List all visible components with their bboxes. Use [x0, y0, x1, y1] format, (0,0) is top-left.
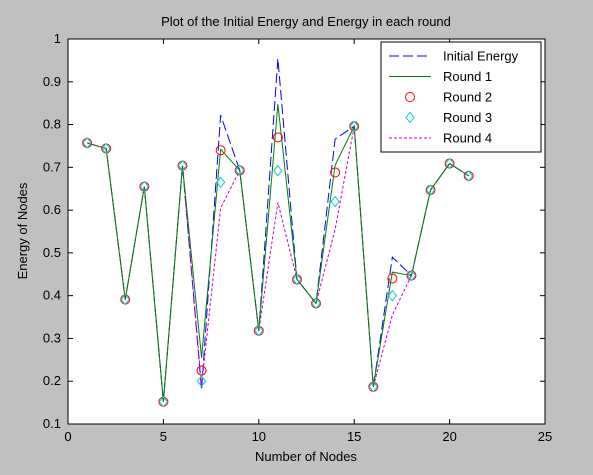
- x-tick-label: 20: [442, 429, 456, 444]
- legend-swatch: [405, 92, 415, 102]
- data-point: [215, 176, 226, 189]
- data-point: [273, 164, 283, 177]
- y-tick-label: 0.8: [43, 117, 61, 132]
- data-point: [444, 157, 455, 170]
- y-tick-label: 0.1: [43, 416, 61, 431]
- legend-swatch: [405, 111, 415, 124]
- series-3: [82, 120, 474, 408]
- y-tick-label: 0.6: [43, 202, 61, 217]
- data-point: [368, 380, 378, 393]
- legend-label: Round 2: [443, 90, 492, 105]
- y-tick-label: 0.5: [43, 245, 61, 260]
- y-tick-label: 0.3: [43, 330, 61, 345]
- data-point: [82, 137, 92, 149]
- y-tick-label: 0.4: [43, 288, 61, 303]
- y-axis-label: Energy of Nodes: [15, 182, 30, 279]
- data-point: [292, 273, 302, 286]
- data-point: [330, 167, 341, 178]
- legend-label: Initial Energy: [443, 49, 519, 64]
- series-line: [86, 126, 469, 402]
- x-tick-label: 15: [347, 429, 361, 444]
- data-point: [101, 142, 111, 155]
- data-point: [120, 293, 130, 306]
- legend-label: Round 3: [443, 110, 492, 125]
- series-1: [86, 103, 469, 402]
- x-tick-label: 5: [160, 429, 167, 444]
- data-point: [196, 375, 207, 388]
- data-point: [177, 159, 188, 172]
- series-4: [86, 126, 469, 402]
- y-tick-label: 0.2: [43, 373, 61, 388]
- data-point: [254, 324, 264, 337]
- data-point: [196, 365, 207, 376]
- data-point: [272, 132, 283, 143]
- legend-box: [380, 41, 542, 153]
- data-point: [215, 145, 226, 156]
- data-point: [464, 170, 474, 182]
- data-point: [387, 273, 398, 284]
- y-tick-label: 1: [54, 31, 61, 46]
- x-axis-label: Number of Nodes: [255, 449, 357, 464]
- legend-label: Round 1: [443, 69, 492, 84]
- data-point: [406, 269, 417, 282]
- x-tick-label: 25: [538, 429, 552, 444]
- data-point: [425, 184, 436, 196]
- data-point: [139, 180, 149, 193]
- data-point: [387, 289, 398, 302]
- series-line: [86, 103, 469, 402]
- data-point: [158, 395, 169, 408]
- x-tick-label: 10: [252, 429, 266, 444]
- chart-title: Plot of the Initial Energy and Energy in…: [161, 14, 451, 29]
- data-point: [235, 164, 245, 177]
- data-point: [330, 195, 340, 208]
- data-point: [349, 120, 359, 133]
- x-tick-label: 0: [64, 429, 71, 444]
- y-tick-label: 0.7: [43, 159, 61, 174]
- y-tick-label: 0.9: [43, 74, 61, 89]
- legend: Initial Energy Round 1 Round 2 Round 3 Round…: [380, 41, 542, 153]
- legend-label: Round 4: [443, 131, 492, 146]
- data-point: [311, 297, 321, 310]
